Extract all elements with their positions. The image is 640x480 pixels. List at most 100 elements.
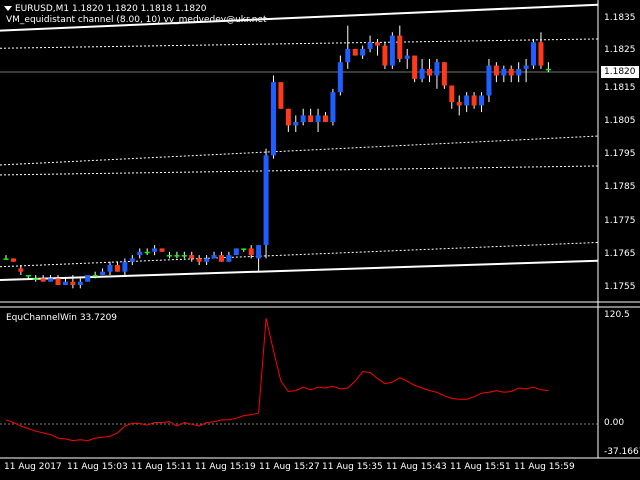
symbol-collapse-icon[interactable] <box>4 6 12 11</box>
candle-body <box>538 42 544 66</box>
candle <box>152 245 158 256</box>
candle-body <box>92 275 98 277</box>
candle-body <box>40 278 46 282</box>
candle-body <box>382 45 388 66</box>
channel-inner-line <box>0 165 599 176</box>
price-tick: 1.1785 <box>604 182 636 192</box>
candle <box>196 255 202 266</box>
candle <box>166 251 172 259</box>
candle-body <box>233 248 239 256</box>
candle <box>486 58 492 103</box>
candle-body <box>516 68 522 76</box>
equidistant-channel <box>0 3 599 282</box>
candle <box>293 115 299 133</box>
candle <box>129 255 135 266</box>
candle-body <box>412 55 418 79</box>
candle-body <box>389 35 395 66</box>
candle-body <box>501 68 507 76</box>
candle-body <box>248 248 254 256</box>
candle <box>479 92 485 113</box>
symbol-info-text: EURUSD,M1 1.1820 1.1820 1.1818 1.1820 <box>15 4 207 14</box>
price-tick: 1.1805 <box>604 116 636 126</box>
candle <box>501 65 507 83</box>
candle <box>360 45 366 59</box>
candle-body <box>100 271 106 276</box>
candle <box>204 255 210 266</box>
candle-body <box>330 92 336 123</box>
candle <box>189 251 195 262</box>
candle <box>464 92 470 113</box>
price-tick: 1.1795 <box>604 149 636 159</box>
candle-body <box>159 248 165 252</box>
price-tick: 1.1835 <box>604 13 636 23</box>
candle-body <box>241 248 247 250</box>
candle <box>107 261 113 276</box>
time-label: 11 Aug 15:59 <box>514 462 575 472</box>
candle <box>367 35 373 53</box>
time-label: 11 Aug 15:51 <box>450 462 511 472</box>
candle-body <box>360 48 366 56</box>
candle-body <box>479 95 485 106</box>
candlesticks <box>3 25 551 289</box>
candle <box>233 248 239 256</box>
candle <box>523 58 529 83</box>
candle <box>300 108 306 126</box>
candle-body <box>270 82 276 156</box>
candle-body <box>122 261 128 272</box>
price-tick: 1.1755 <box>604 282 636 292</box>
candle-body <box>129 258 135 262</box>
candle-body <box>62 281 68 285</box>
candle-body <box>404 55 410 59</box>
candle <box>92 271 98 279</box>
candle-body <box>278 82 284 109</box>
candle-body <box>181 255 187 257</box>
candle <box>10 258 16 262</box>
candle-body <box>456 102 462 106</box>
candle-body <box>441 62 447 86</box>
candle <box>211 251 217 259</box>
sub-window-title: EquChannelWin 33.7209 <box>6 313 118 323</box>
candle-body <box>70 281 76 285</box>
candle-body <box>545 68 551 71</box>
candle-body <box>263 155 269 246</box>
candle <box>389 32 395 69</box>
current-price-tag: 1.1820 <box>601 66 639 78</box>
candle <box>397 25 403 63</box>
candle <box>285 108 291 133</box>
candle-body <box>464 95 470 106</box>
candle <box>114 261 120 272</box>
candle-body <box>218 255 224 262</box>
candle <box>375 38 380 56</box>
candle-body <box>55 278 61 285</box>
candle-body <box>48 278 54 282</box>
candle <box>538 32 544 69</box>
candle <box>434 58 440 89</box>
channel-boundary-line <box>0 3 599 32</box>
candle <box>493 62 499 83</box>
candle-body <box>211 255 217 259</box>
candle <box>516 62 522 83</box>
candle <box>456 95 462 116</box>
candle <box>159 248 165 252</box>
candle <box>40 275 46 282</box>
candle-body <box>196 258 202 262</box>
price-tick: 1.1825 <box>604 45 636 55</box>
candle <box>122 258 128 276</box>
price-tick: 1.1815 <box>604 83 636 93</box>
indicator-series-line <box>5 318 549 442</box>
candle <box>531 38 537 69</box>
channel-inner-line <box>0 135 599 166</box>
candle <box>248 245 254 259</box>
candle <box>33 275 39 282</box>
chart-frame <box>0 0 640 459</box>
candle-body <box>18 268 24 272</box>
channel-boundary-line <box>0 259 599 282</box>
candle-body <box>471 95 477 106</box>
candle <box>18 265 24 276</box>
candle <box>308 108 314 123</box>
candle-body <box>449 85 455 103</box>
candle <box>315 108 321 133</box>
candle <box>404 48 410 69</box>
candle-body <box>166 255 172 257</box>
